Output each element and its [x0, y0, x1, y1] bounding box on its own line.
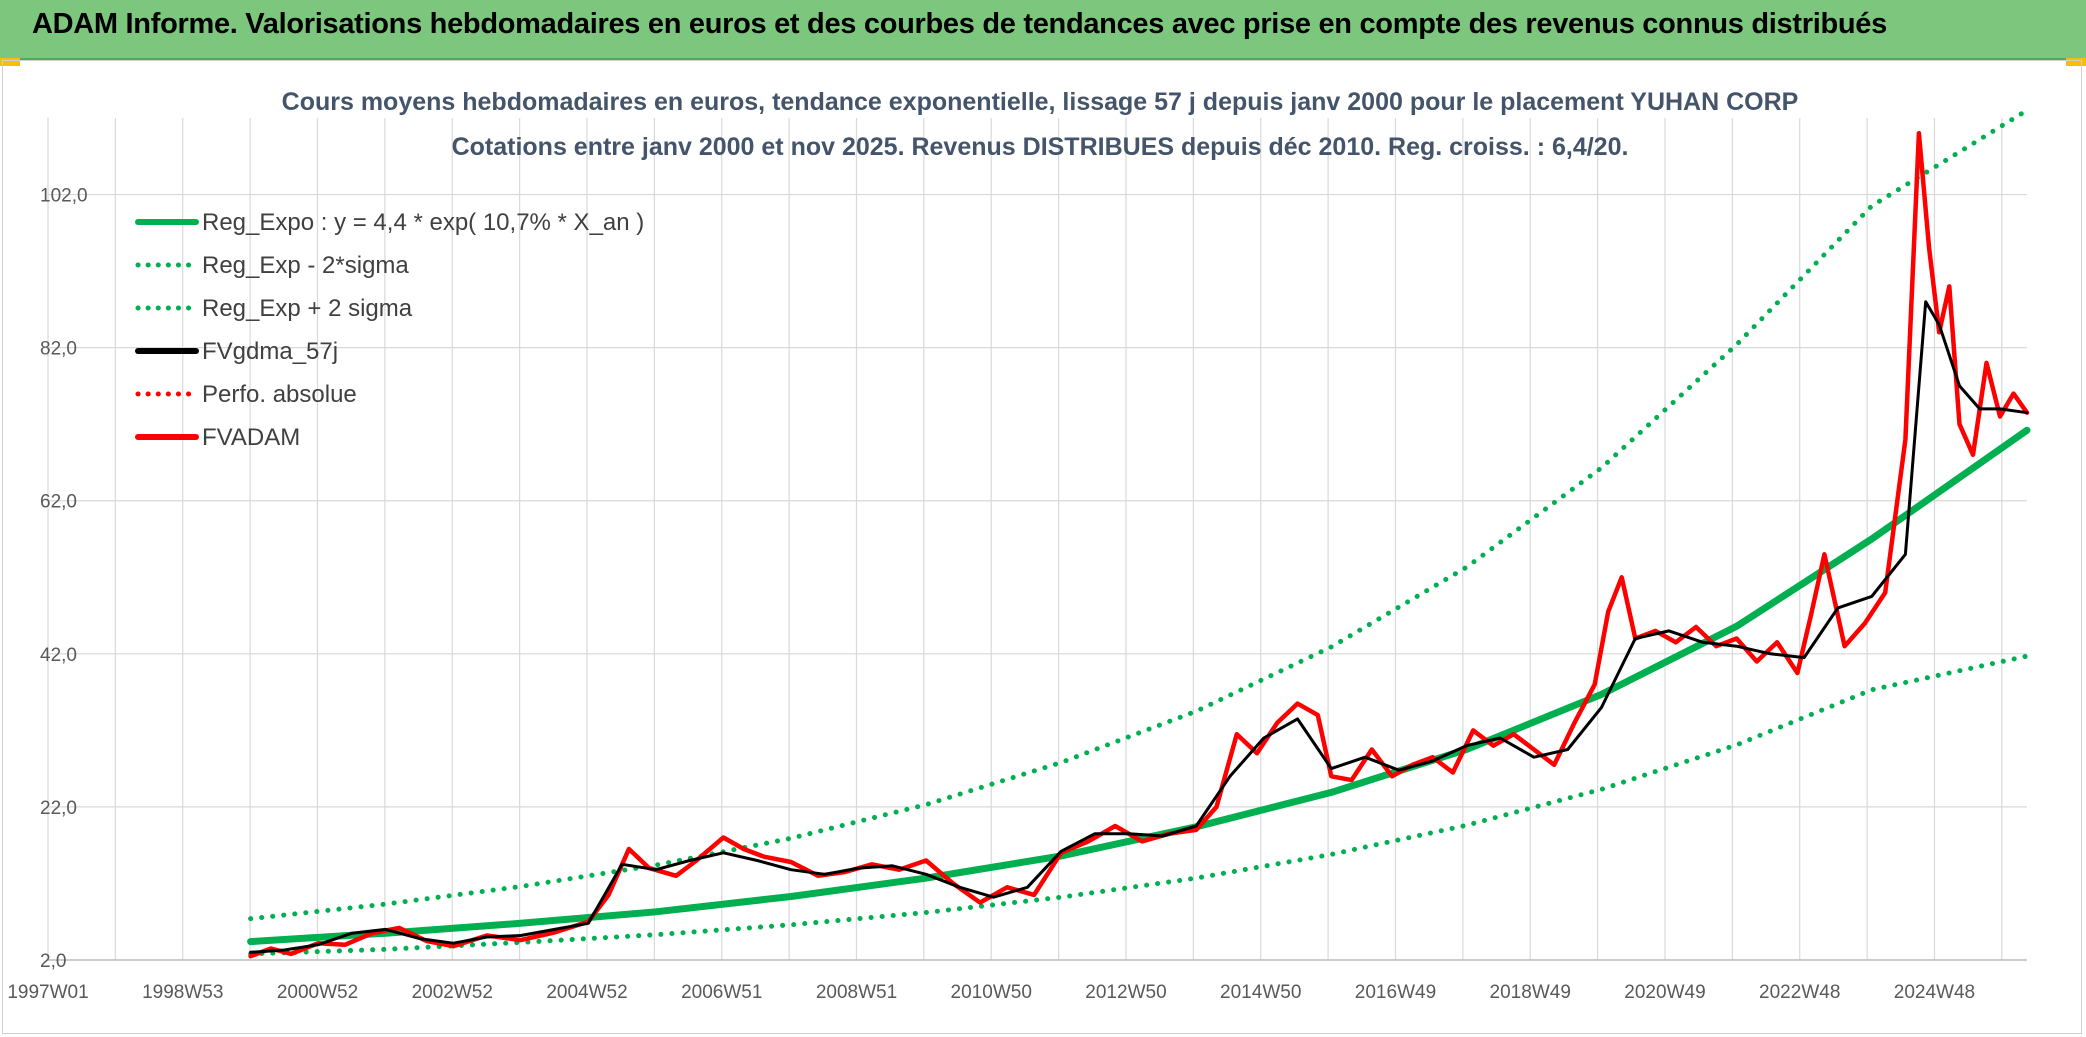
series-line-5 — [248, 131, 2030, 959]
x-tick-label: 1997W01 — [7, 982, 88, 1003]
x-tick-label: 2002W52 — [412, 982, 493, 1003]
legend-label: FVgdma_57j — [202, 338, 338, 365]
legend-label: Reg_Exp - 2*sigma — [202, 252, 409, 279]
x-tick-label: 2016W49 — [1355, 982, 1436, 1003]
chart-title: Cours moyens hebdomadaires en euros, ten… — [282, 88, 1799, 116]
series-line-1 — [248, 653, 2030, 957]
y-tick-label: 42,0 — [40, 645, 77, 666]
report-banner: ADAM Informe. Valorisations hebdomadaire… — [0, 0, 2086, 60]
y-tick-label: 102,0 — [40, 186, 88, 207]
legend-label: Reg_Expo : y = 4,4 * exp( 10,7% * X_an ) — [202, 209, 644, 236]
chart-frame — [2, 60, 2082, 1034]
x-tick-label: 2008W51 — [816, 982, 897, 1003]
x-tick-label: 2010W50 — [951, 982, 1032, 1003]
x-tick-label: 2020W49 — [1624, 982, 1705, 1003]
series-line-3 — [249, 300, 2029, 954]
x-tick-label: 2004W52 — [546, 982, 627, 1003]
legend: Reg_Expo : y = 4,4 * exp( 10,7% * X_an )… — [135, 209, 644, 451]
grid-layer — [47, 118, 2027, 961]
x-tick-label: 1998W53 — [142, 982, 223, 1003]
x-axis-labels: 1997W01 1998W53 2000W52 2002W52 2004W52 2006W… — [7, 982, 1975, 1003]
legend-label: Perfo. absolue — [202, 381, 357, 408]
legend-label: FVADAM — [202, 424, 300, 451]
x-tick-label: 2018W49 — [1490, 982, 1571, 1003]
y-tick-label: 2,0 — [40, 951, 66, 972]
x-tick-label: 2024W48 — [1894, 982, 1975, 1003]
series-line-2 — [248, 107, 2030, 922]
legend-label: Reg_Exp + 2 sigma — [202, 295, 413, 322]
chart-subtitle: Cotations entre janv 2000 et nov 2025. R… — [452, 133, 1629, 161]
corner-marker-left — [0, 58, 20, 66]
corner-marker-right — [2066, 58, 2086, 66]
x-tick-label: 2000W52 — [277, 982, 358, 1003]
x-tick-label: 2014W50 — [1220, 982, 1301, 1003]
y-tick-label: 62,0 — [40, 492, 77, 513]
y-tick-label: 82,0 — [40, 339, 77, 360]
y-tick-label: 22,0 — [40, 798, 77, 819]
x-tick-label: 2012W50 — [1085, 982, 1166, 1003]
series-line-0 — [247, 426, 2031, 946]
report-title: ADAM Informe. Valorisations hebdomadaire… — [32, 8, 1887, 40]
x-tick-label: 2022W48 — [1759, 982, 1840, 1003]
x-tick-label: 2006W51 — [681, 982, 762, 1003]
series-layer — [247, 107, 2031, 959]
y-axis-labels: 2,0 22,0 42,0 62,0 82,0 102,0 — [40, 186, 88, 972]
